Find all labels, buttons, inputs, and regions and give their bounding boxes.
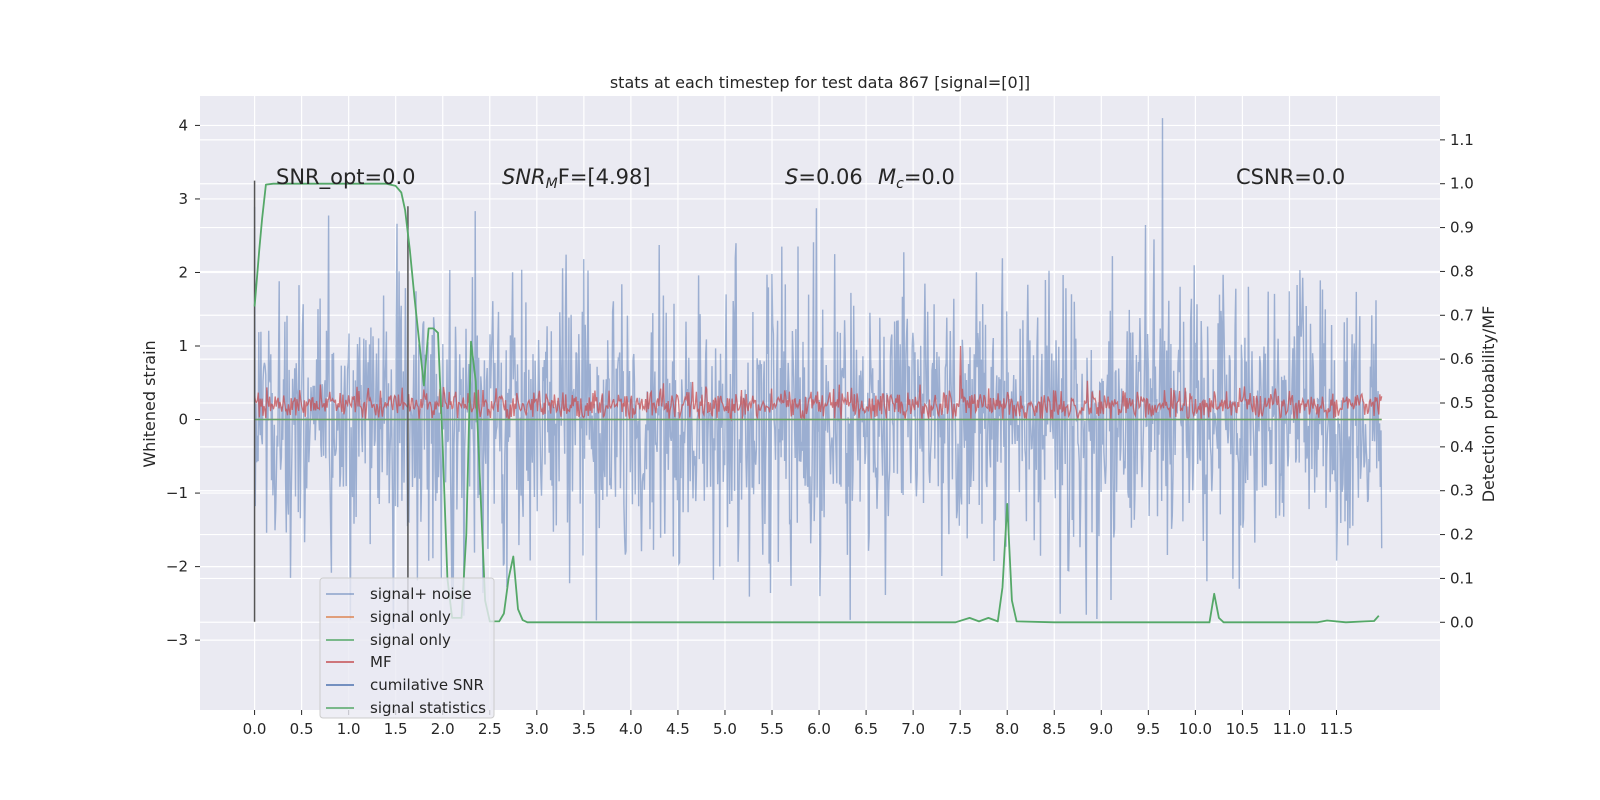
y2-tick-label: 0.3 (1450, 482, 1474, 500)
legend-label-cumilative-snr: cumilative SNR (370, 676, 484, 694)
x-tick-label: 11.0 (1273, 720, 1306, 738)
annotation-mc: Mc=0.0 (878, 165, 955, 192)
y2-tick-label: 1.0 (1450, 175, 1474, 193)
legend-label-mf: MF (370, 653, 392, 671)
y-axis-ticks: 4 3 2 1 0 −1 −2 −3 (166, 116, 200, 649)
y-tick-label: 4 (178, 116, 188, 134)
annotation-snr-mf: SNRMF=[4.98] (502, 165, 651, 192)
series-mf (253, 345, 1383, 422)
x-tick-label: 5.5 (760, 720, 784, 738)
x-tick-label: 9.5 (1136, 720, 1160, 738)
x-tick-label: 0.5 (290, 720, 314, 738)
x-tick-label: 9.0 (1089, 720, 1113, 738)
legend-label-signal-noise: signal+ noise (370, 585, 472, 603)
x-tick-label: 10.5 (1226, 720, 1259, 738)
x-tick-label: 2.0 (431, 720, 455, 738)
y2-tick-label: 0.7 (1450, 306, 1474, 324)
x-tick-label: 1.5 (384, 720, 408, 738)
y-tick-label: −3 (166, 631, 188, 649)
x-tick-label: 2.5 (478, 720, 502, 738)
y2-axis-ticks: 1.1 1.0 0.9 0.8 0.7 0.6 0.5 0.4 0.3 0.2 0.1 0.0 (1440, 131, 1474, 631)
x-tick-label: 1.0 (337, 720, 361, 738)
legend: signal+ noise signal only signal only MF… (319, 577, 495, 719)
series-signal-noise (253, 118, 1383, 629)
x-tick-label: 3.0 (525, 720, 549, 738)
series-signal-statistics (253, 182, 1380, 624)
x-tick-label: 11.5 (1320, 720, 1353, 738)
annotation-csnr: CSNR=0.0 (1236, 165, 1345, 189)
y-tick-label: 3 (178, 190, 188, 208)
legend-label-signal-only-green: signal only (370, 631, 451, 649)
annotation-s: S=0.06 (785, 165, 863, 189)
annotation-snr-opt: SNR_opt=0.0 (276, 165, 416, 190)
x-tick-label: 4.0 (619, 720, 643, 738)
x-tick-label: 3.5 (572, 720, 596, 738)
x-tick-label: 10.0 (1179, 720, 1212, 738)
x-tick-label: 8.0 (995, 720, 1019, 738)
y2-tick-label: 1.1 (1450, 131, 1474, 149)
x-tick-label: 7.5 (948, 720, 972, 738)
legend-entry-cumilative-snr: cumilative SNR (326, 676, 484, 694)
y-tick-label: 0 (178, 411, 188, 429)
x-tick-label: 8.5 (1042, 720, 1066, 738)
y2-tick-label: 0.4 (1450, 438, 1474, 456)
y2-axis-label: Detection probability/MF (1479, 306, 1498, 503)
y2-tick-label: 0.5 (1450, 394, 1474, 412)
chart-title: stats at each timestep for test data 867… (610, 73, 1030, 92)
y-tick-label: −1 (166, 484, 188, 502)
y2-tick-label: 0.6 (1450, 350, 1474, 368)
y-tick-label: 2 (178, 263, 188, 281)
x-tick-label: 7.0 (901, 720, 925, 738)
line-mf (253, 345, 1383, 422)
y2-tick-label: 0.1 (1450, 569, 1474, 587)
y-axis-label: Whitened strain (140, 340, 159, 467)
x-tick-label: 6.5 (854, 720, 878, 738)
y2-tick-label: 0.2 (1450, 526, 1474, 544)
line-signal-noise (253, 118, 1383, 629)
x-tick-label: 4.5 (666, 720, 690, 738)
y2-tick-label: 0.8 (1450, 262, 1474, 280)
x-tick-label: 6.0 (807, 720, 831, 738)
legend-entry-signal-only-green: signal only (326, 631, 451, 649)
x-tick-label: 5.0 (713, 720, 737, 738)
x-tick-label: 0.0 (243, 720, 267, 738)
legend-entry-signal-only-orange: signal only (326, 608, 451, 626)
legend-entry-signal-statistics: signal statistics (326, 699, 486, 717)
legend-entry-mf: MF (326, 653, 392, 671)
legend-entry-signal-noise: signal+ noise (326, 585, 472, 603)
line-signal-statistics (253, 182, 1380, 624)
y2-tick-label: 0.9 (1450, 219, 1474, 237)
y2-tick-label: 0.0 (1450, 613, 1474, 631)
x-axis-ticks: 0.0 0.5 1.0 1.5 2.0 2.5 3.0 3.5 4.0 4.5 5.0 5.5 6.0 6… (243, 710, 1353, 738)
legend-box (319, 577, 495, 719)
legend-label-signal-statistics: signal statistics (370, 699, 486, 717)
signal-boundary-lines (253, 180, 409, 622)
y-tick-label: −2 (166, 558, 188, 576)
legend-label-signal-only-orange: signal only (370, 608, 451, 626)
y-tick-label: 1 (178, 337, 188, 355)
